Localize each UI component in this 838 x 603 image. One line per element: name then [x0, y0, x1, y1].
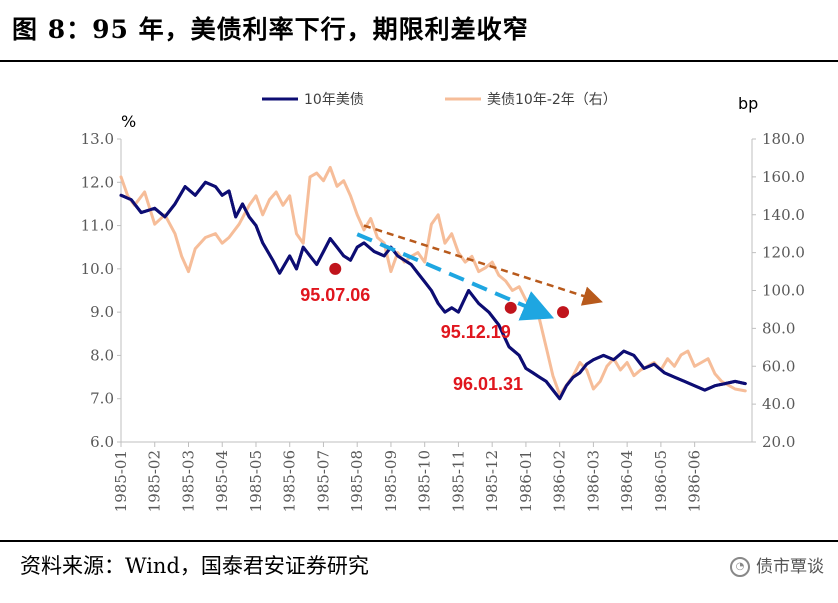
x-tick-label: 1986-03: [584, 450, 602, 512]
x-tick-label: 1985-06: [281, 450, 299, 512]
chart-annotations: 95.07.06 95.12.19 96.01.31: [300, 224, 603, 394]
chart-title: 图 8：95 年，美债利率下行，期限利差收窄: [12, 15, 529, 44]
left-tick-label: 10.0: [81, 260, 114, 278]
x-tick-label: 1985-08: [348, 450, 366, 512]
series-line-2: [119, 165, 747, 397]
x-tick-label: 1986-02: [551, 450, 569, 512]
left-tick-label: 7.0: [90, 390, 114, 408]
annotation-dot: [504, 301, 517, 314]
left-tick-label: 12.0: [81, 173, 114, 191]
source-rule: [0, 540, 838, 542]
x-tick-label: 1986-06: [686, 450, 704, 512]
x-tick-label: 1985-11: [449, 450, 467, 512]
right-tick-label: 40.0: [762, 395, 795, 413]
x-tick-label: 1985-12: [483, 450, 501, 512]
right-tick-label: 60.0: [762, 357, 795, 375]
right-tick-label: 100.0: [762, 282, 805, 300]
chart-svg: 13.0 12.0 11.0 10.0 9.0 8.0 7.0 6.0 180.0 160.0 14…: [81, 92, 805, 512]
x-tick-label: 1985-04: [213, 450, 231, 512]
x-tick-label: 1985-05: [247, 450, 265, 512]
x-tick-label: 1986-04: [618, 450, 636, 512]
annotation-label: 95.12.19: [441, 322, 511, 342]
right-tick-label: 120.0: [762, 244, 805, 262]
annotation-label: 95.07.06: [300, 285, 370, 305]
trend-arrow-1: [363, 224, 603, 306]
chart-axes: 13.0 12.0 11.0 10.0 9.0 8.0 7.0 6.0 180.0 160.0 14…: [81, 94, 805, 512]
annotation-label: 96.01.31: [453, 374, 523, 394]
left-tick-label: 6.0: [90, 433, 114, 451]
annotation-dot: [329, 262, 342, 275]
brand-text: 债市覃谈: [756, 557, 824, 577]
source-note: 资料来源：Wind，国泰君安证券研究: [20, 554, 369, 578]
legend-label: 10年美债: [304, 92, 364, 108]
chart-series: [119, 165, 747, 401]
x-tick-label: 1986-05: [652, 450, 670, 512]
right-tick-label: 160.0: [762, 168, 805, 186]
right-tick-label: 80.0: [762, 319, 795, 337]
x-tick-label: 1985-01: [112, 450, 130, 512]
left-tick-label: 11.0: [81, 217, 114, 235]
title-rule: [0, 60, 838, 62]
x-tick-label: 1986-01: [517, 450, 535, 512]
x-tick-label: 1985-09: [382, 450, 400, 512]
wechat-icon: ◔: [730, 557, 750, 577]
brand-label: ◔ 债市覃谈: [730, 553, 824, 581]
x-tick-label: 1985-07: [314, 450, 332, 512]
x-tick-label: 1985-02: [146, 450, 164, 512]
series-line-1-top: [119, 180, 747, 401]
right-axis-unit: bp: [738, 94, 758, 113]
x-tick-label: 1985-03: [179, 450, 197, 512]
left-axis-unit: %: [121, 112, 136, 131]
x-tick-label: 1985-10: [416, 450, 434, 512]
legend-label: 美债10年-2年（右）: [487, 92, 617, 108]
left-tick-label: 9.0: [90, 303, 114, 321]
right-tick-label: 180.0: [762, 130, 805, 148]
chart-legend: 10年美债 美债10年-2年（右）: [262, 92, 617, 108]
annotation-dot: [557, 306, 570, 319]
right-tick-label: 20.0: [762, 433, 795, 451]
right-tick-label: 140.0: [762, 206, 805, 224]
left-tick-label: 13.0: [81, 130, 114, 148]
trend-arrow-2: [356, 232, 555, 321]
left-tick-label: 8.0: [90, 346, 114, 364]
